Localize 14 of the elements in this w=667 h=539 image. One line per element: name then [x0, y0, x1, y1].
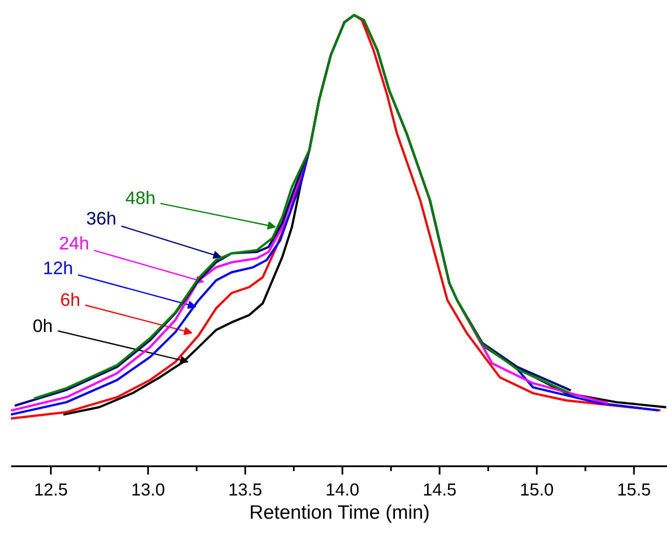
x-tick-label: 14.5: [424, 484, 456, 496]
x-axis-title: Retention Time (min): [250, 504, 429, 523]
annotation: 0h: [33, 318, 52, 332]
x-tick-label: 15.5: [618, 484, 650, 496]
annotation: 6h: [61, 292, 80, 306]
annotation: 36h: [86, 211, 116, 225]
x-tick-label: 15.0: [521, 483, 553, 496]
x-tick-label: 13.0: [132, 483, 164, 496]
x-tick-label: 12.5: [35, 483, 68, 496]
x-tick-label: 14.0: [326, 483, 359, 496]
annotation: 48h: [126, 190, 154, 204]
annotation: 24h: [60, 236, 88, 250]
annotation: 12h: [44, 261, 72, 274]
x-tick-label: 13.5: [230, 483, 262, 496]
